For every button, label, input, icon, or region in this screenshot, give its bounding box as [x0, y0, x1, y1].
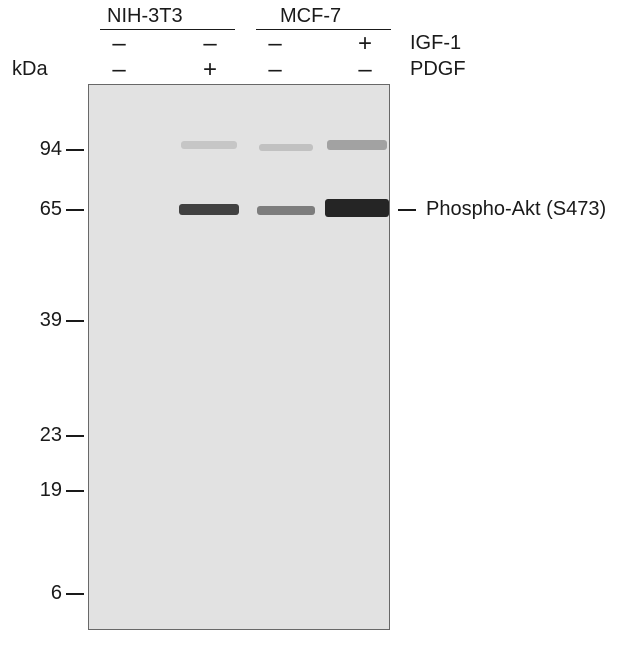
treatment-symbol: – [350, 58, 380, 82]
mw-tick [66, 320, 84, 322]
treatment-symbol: + [350, 32, 380, 56]
blot-band [325, 199, 389, 217]
mw-tick [66, 209, 84, 211]
mw-label: 19 [40, 479, 62, 502]
mw-label: 39 [40, 309, 62, 332]
mw-tick [66, 149, 84, 151]
western-blot [88, 84, 390, 630]
mw-tick [66, 490, 84, 492]
band-annotation-tick [398, 209, 416, 211]
treatment-symbol: – [260, 58, 290, 82]
cell-line-text: MCF-7 [280, 5, 341, 27]
blot-band [179, 204, 239, 215]
mw-label: 65 [40, 198, 62, 221]
treatment-symbol: – [104, 58, 134, 82]
treatment-label-pdgf: PDGF [410, 58, 466, 81]
blot-band [257, 206, 315, 215]
mw-label: 6 [51, 582, 62, 605]
blot-band-faint [327, 140, 387, 150]
mw-tick [66, 435, 84, 437]
kda-label: kDa [12, 58, 48, 81]
cell-line-text: NIH-3T3 [107, 5, 183, 27]
treatment-symbol: – [260, 32, 290, 56]
mw-label: 94 [40, 138, 62, 161]
cell-line-label: MCF-7 [280, 5, 341, 28]
mw-tick [66, 593, 84, 595]
treatment-label-igf1: IGF-1 [410, 32, 461, 55]
blot-band-faint [181, 141, 237, 149]
band-annotation-label: Phospho-Akt (S473) [426, 198, 606, 221]
treatment-symbol: + [195, 58, 225, 82]
mw-label: 23 [40, 424, 62, 447]
blot-band-faint [259, 144, 313, 151]
treatment-symbol: – [104, 32, 134, 56]
treatment-symbol: – [195, 32, 225, 56]
cell-line-label: NIH-3T3 [107, 5, 183, 28]
figure-container: NIH-3T3 MCF-7 – – – + IGF-1 – + – – PDGF… [0, 0, 630, 654]
